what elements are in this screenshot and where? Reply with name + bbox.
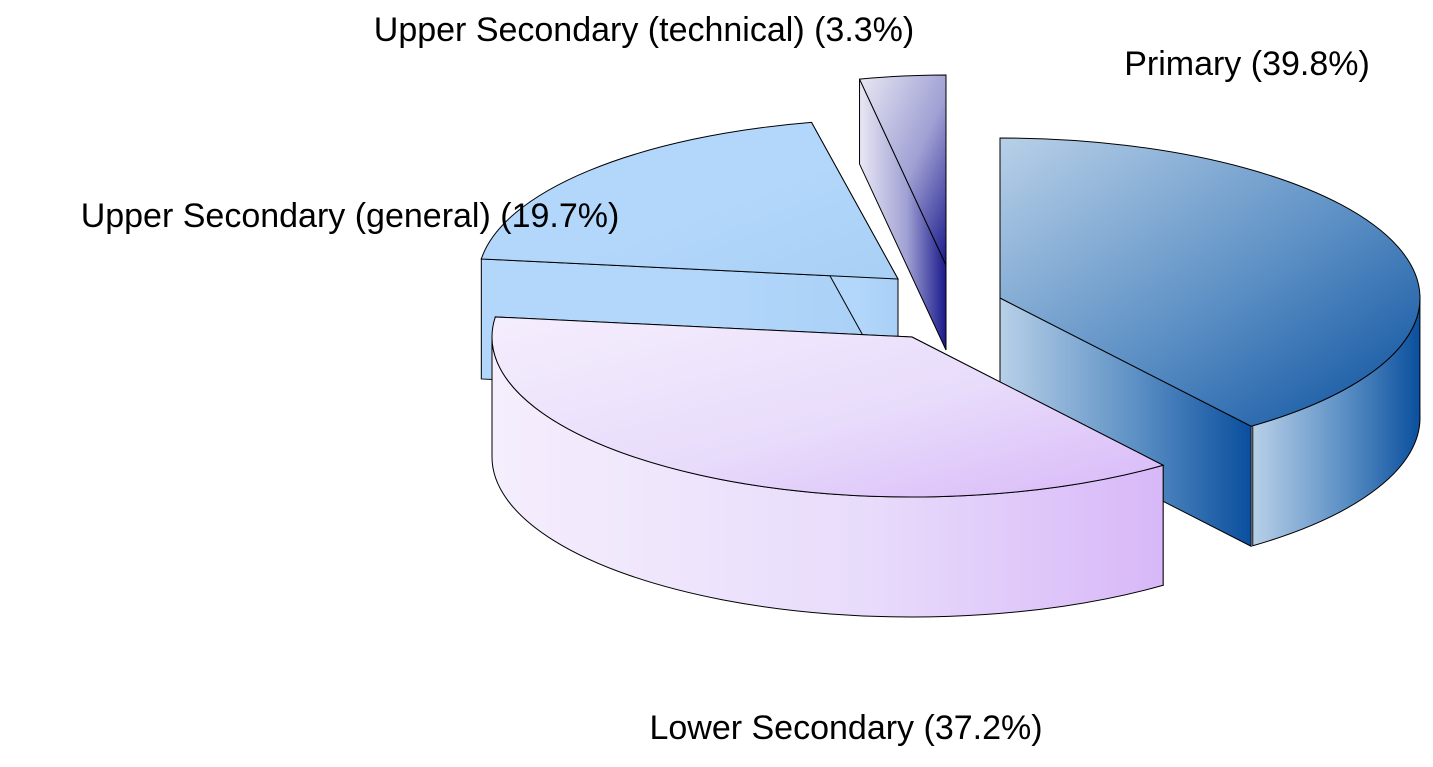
slice-upper-secondary-technical xyxy=(858,74,947,351)
slice-top xyxy=(480,121,899,280)
label-lower-secondary: Lower Secondary (37.2%) xyxy=(649,709,1042,747)
slice-top xyxy=(858,74,947,266)
label-primary: Primary (39.8%) xyxy=(1124,45,1370,83)
slice-top xyxy=(491,316,1165,498)
label-upper-secondary-general: Upper Secondary (general) (19.7%) xyxy=(81,197,620,235)
slice-top xyxy=(999,137,1421,427)
label-upper-secondary-technical: Upper Secondary (technical) (3.3%) xyxy=(374,11,914,49)
slice-primary xyxy=(999,137,1421,548)
slice-lower-secondary xyxy=(491,316,1165,618)
